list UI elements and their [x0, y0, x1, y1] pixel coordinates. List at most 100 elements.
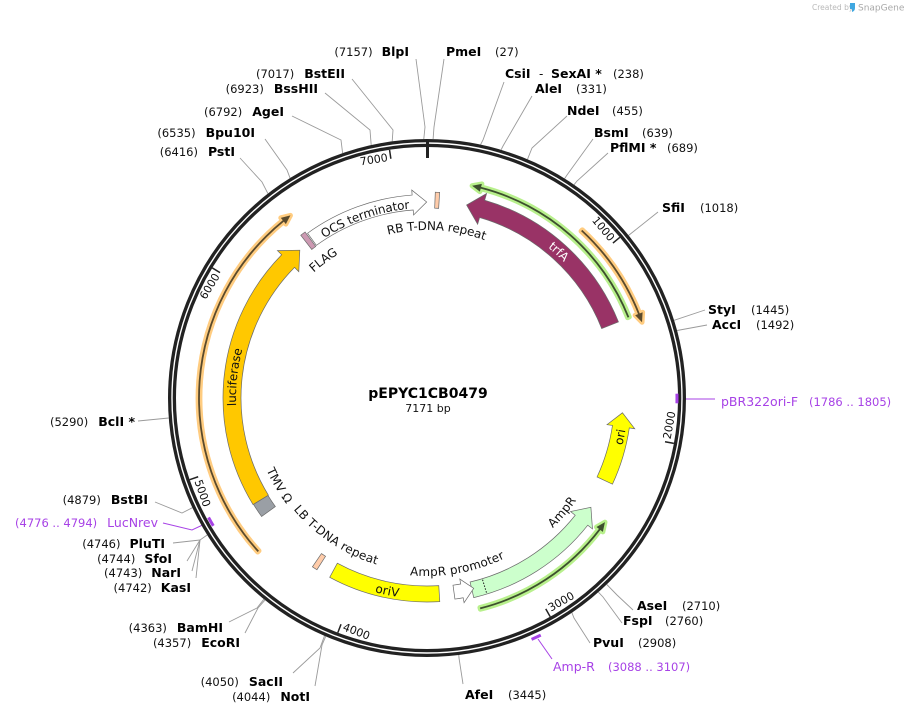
site-label-bsmi: BsmI (639) — [594, 125, 673, 140]
feature-ori — [596, 412, 636, 485]
feature-label-lb-t-dna-repeat: LB T-DNA repeat — [291, 502, 380, 567]
feature-label-text: oriV — [374, 581, 401, 600]
plasmid-length: 7171 bp — [405, 402, 450, 415]
orf-arrow — [198, 215, 291, 552]
watermark-brand: SnapGene — [858, 4, 905, 14]
leader-psti — [239, 157, 269, 194]
feature-label-text: LB T-DNA repeat — [291, 502, 380, 567]
leader-ndei — [527, 115, 568, 160]
orf-arrows — [195, 181, 646, 612]
feature-label-text: RB T-DNA repeat — [386, 219, 489, 243]
site-label-alei: AleI (331) — [535, 81, 607, 96]
leader-pvui — [571, 612, 591, 644]
site-label-bstbi: (4879) BstBI — [63, 492, 148, 507]
watermark-prefix: Created by — [812, 3, 854, 12]
leader-acci — [677, 324, 708, 331]
site-label-pflmi: PflMI * (689) — [610, 140, 698, 155]
leader-pmei — [432, 58, 445, 140]
feature-ocs-terminator — [307, 189, 428, 246]
site-label-bamhi: (4363) BamHI — [129, 620, 223, 635]
feature-label-oriv: oriV — [374, 581, 401, 600]
tick-mark — [388, 149, 392, 159]
leader-bpu10i — [264, 138, 291, 179]
primer-markers — [207, 393, 679, 641]
site-label-bsshii: (6923) BssHII — [226, 81, 318, 96]
feature-label-rb-t-dna-repeat: RB T-DNA repeat — [386, 219, 489, 243]
site-label-nari: (4743) NarI — [104, 565, 181, 580]
feature-rb-t-dna-repeat — [434, 191, 441, 209]
site-labels: (7157) BlpI PmeI (27) CsiI - SexAI * (238) Al… — [50, 44, 794, 704]
site-label-ndei: NdeI (455) — [567, 103, 643, 118]
site-label-bsteii: (7017) BstEII — [256, 66, 345, 81]
feature-arrows — [222, 189, 636, 604]
site-label-blpi: (7157) BlpI — [334, 44, 409, 59]
site-label-asei: AseI (2710) — [637, 598, 720, 613]
backbone-ring — [168, 139, 686, 657]
tick-label: 7000 — [359, 151, 389, 168]
primer-label-amp-r: Amp-R (3088 .. 3107) — [553, 659, 690, 674]
site-label-styi: StyI (1445) — [708, 302, 789, 317]
leader-blpi — [415, 58, 426, 140]
primer-marker-amp-r — [530, 633, 542, 641]
leader-pluti — [172, 539, 201, 544]
map-center-title: pEPYC1CB0479 7171 bp — [368, 386, 487, 415]
site-label-sfoi: (4744) SfoI — [97, 551, 172, 566]
site-label-csii-sexai: CsiI - SexAI * (238) — [505, 66, 644, 81]
snapgene-watermark: Created by SnapGene — [812, 3, 905, 14]
site-label-pluti: (4746) PluTI — [82, 536, 165, 551]
feature-trfa — [466, 192, 619, 330]
leader-bcli — [137, 417, 169, 422]
tick-mark — [545, 608, 551, 618]
site-label-bcli: (5290) BclI * — [50, 414, 135, 429]
leader-bsmi — [564, 138, 594, 179]
tick-mark — [612, 236, 621, 244]
feature-luciferase — [222, 249, 301, 506]
leader-primer-amp-r — [537, 638, 553, 660]
feature-label-text: AmpR promoter — [410, 548, 506, 579]
tick-mark — [211, 267, 221, 274]
tick-mark — [337, 623, 342, 633]
leader-pflmi — [573, 152, 609, 186]
snapgene-logo-icon — [850, 3, 855, 12]
feature-label-ampr-promoter: AmpR promoter — [410, 548, 506, 579]
primer-label-lucnrev: (4776 .. 4794) LucNrev — [15, 515, 159, 530]
feature-oriv — [329, 562, 441, 603]
feature-divider — [482, 579, 488, 594]
tick-label: 2000 — [661, 410, 679, 440]
feature-ampr-promoter — [452, 578, 475, 604]
feature-lb-t-dna-repeat — [311, 553, 327, 571]
leader-bstbi — [154, 501, 193, 514]
leader-ecori — [244, 599, 266, 634]
tick-mark — [664, 440, 675, 445]
leader-alei — [500, 95, 533, 151]
leader-sfii — [628, 211, 659, 236]
primer-label-pbr322ori-f: pBR322ori-F (1786 .. 1805) — [721, 394, 891, 409]
site-label-bpu10i: (6535) Bpu10I — [157, 125, 255, 140]
leader-asei — [606, 584, 634, 611]
primer-marker-lucnrev — [207, 516, 215, 527]
site-label-pvui: PvuI (2908) — [593, 635, 676, 650]
site-label-kasi: (4742) KasI — [114, 580, 191, 595]
leader-bsshii — [324, 92, 372, 146]
feature-ampr — [469, 506, 593, 599]
site-leader-lines — [137, 58, 715, 687]
leader-bsteii — [351, 78, 394, 142]
feature-label-text: ori — [612, 428, 629, 446]
site-label-afei: AfeI (3445) — [465, 687, 546, 702]
plasmid-name: pEPYC1CB0479 — [368, 386, 487, 402]
feature-flag — [300, 231, 317, 250]
site-label-psti: (6416) PstI — [160, 144, 235, 159]
leader-styi — [673, 309, 706, 321]
site-label-agei: (6792) AgeI — [204, 104, 284, 119]
site-label-pmei: PmeI (27) — [446, 44, 519, 59]
tick-mark — [189, 476, 199, 481]
leader-noti — [314, 636, 327, 687]
leader-sacii — [292, 635, 325, 674]
leader-afei — [458, 654, 464, 685]
leader-csii — [480, 81, 505, 145]
leader-agei — [291, 115, 344, 154]
feature-label-ori: ori — [612, 428, 629, 446]
leader-nari — [191, 539, 201, 572]
leader-fspi — [598, 591, 623, 624]
